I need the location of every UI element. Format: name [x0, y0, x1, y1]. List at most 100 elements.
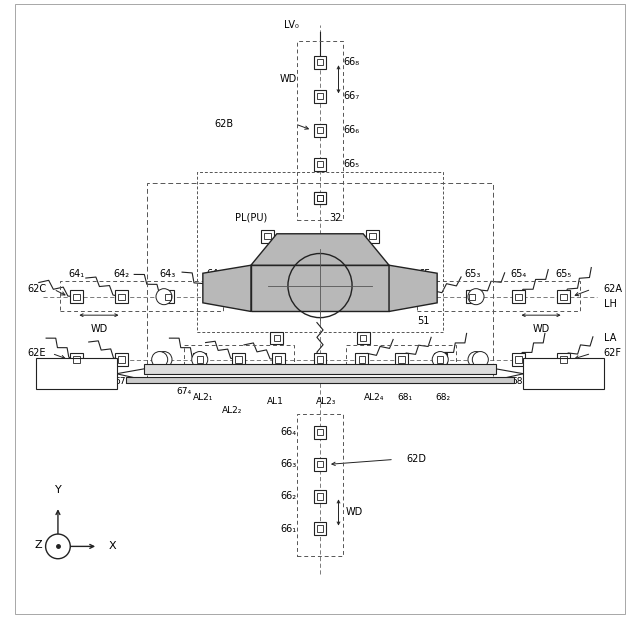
Bar — [366, 280, 379, 293]
Bar — [317, 59, 323, 66]
Bar — [144, 364, 496, 374]
Circle shape — [468, 352, 484, 368]
Text: 68₁: 68₁ — [397, 394, 412, 402]
Bar — [423, 294, 429, 300]
Circle shape — [156, 352, 172, 368]
Bar — [184, 345, 294, 375]
Text: AL2₃: AL2₃ — [316, 397, 337, 405]
Text: LA: LA — [604, 333, 616, 343]
Bar — [515, 357, 522, 363]
Bar — [147, 182, 493, 380]
Bar — [557, 353, 570, 366]
Text: LH: LH — [604, 299, 616, 309]
Bar — [274, 335, 280, 341]
Bar — [317, 161, 323, 167]
Bar — [356, 331, 370, 344]
Bar — [317, 127, 323, 133]
Text: 62E: 62E — [27, 349, 45, 358]
Bar — [317, 493, 323, 499]
Bar — [60, 281, 223, 311]
Text: 66₂: 66₂ — [280, 491, 296, 501]
Bar — [512, 290, 525, 303]
Text: WD: WD — [346, 507, 363, 517]
Bar — [512, 353, 525, 366]
Bar — [232, 353, 245, 366]
Text: LV₀: LV₀ — [284, 20, 298, 30]
Bar — [36, 358, 116, 389]
Bar — [314, 158, 326, 171]
Text: 66₅: 66₅ — [344, 159, 360, 169]
Bar — [366, 230, 379, 243]
Text: 62A: 62A — [604, 284, 623, 294]
Bar — [369, 233, 376, 239]
Bar — [314, 56, 326, 69]
Bar — [70, 290, 83, 303]
Text: 64₂: 64₂ — [113, 269, 129, 279]
Text: 66₃: 66₃ — [280, 459, 296, 470]
Text: 66₇: 66₇ — [344, 91, 360, 101]
Text: 64₁: 64₁ — [68, 269, 84, 279]
Bar — [314, 124, 326, 137]
Text: 62C: 62C — [27, 284, 46, 294]
Text: 64₅: 64₅ — [250, 269, 266, 279]
Bar — [317, 195, 323, 201]
Text: WD: WD — [90, 324, 108, 334]
Bar — [557, 290, 570, 303]
Text: 65₅: 65₅ — [556, 269, 572, 279]
Bar — [314, 426, 326, 439]
Circle shape — [156, 289, 172, 305]
Bar — [164, 294, 171, 300]
Bar — [74, 357, 79, 363]
Text: X: X — [109, 541, 116, 551]
Bar — [561, 294, 566, 300]
Text: 32: 32 — [329, 213, 342, 222]
Bar — [369, 283, 376, 289]
Circle shape — [432, 352, 448, 368]
Text: 64₃: 64₃ — [159, 269, 176, 279]
Text: Z: Z — [35, 540, 42, 549]
Bar — [420, 290, 433, 303]
Circle shape — [45, 534, 70, 559]
Bar — [561, 357, 566, 363]
Polygon shape — [251, 234, 389, 265]
Text: AL2₄: AL2₄ — [364, 394, 385, 402]
Bar — [193, 353, 206, 366]
Text: WD: WD — [532, 324, 550, 334]
Text: AL1: AL1 — [266, 397, 284, 405]
Bar — [207, 290, 220, 303]
Bar — [398, 357, 404, 363]
Bar — [275, 357, 281, 363]
Bar — [261, 230, 274, 243]
Bar — [70, 353, 83, 366]
Bar — [346, 345, 456, 375]
Bar — [118, 294, 125, 300]
Text: 65₄: 65₄ — [511, 269, 527, 279]
Polygon shape — [389, 265, 437, 311]
Bar — [115, 290, 128, 303]
Text: AL2₂: AL2₂ — [222, 406, 243, 415]
Bar — [261, 280, 274, 293]
Text: WD: WD — [280, 74, 297, 84]
Text: 68₁: 68₁ — [433, 377, 448, 386]
Text: 67₃: 67₃ — [152, 377, 167, 386]
Bar — [271, 353, 285, 366]
Circle shape — [380, 289, 396, 305]
Bar — [196, 357, 203, 363]
Text: 66₆: 66₆ — [344, 125, 360, 135]
Text: 51: 51 — [417, 316, 430, 326]
Bar — [314, 353, 326, 366]
Circle shape — [244, 289, 260, 305]
Bar — [296, 41, 344, 219]
Bar — [469, 294, 476, 300]
Bar — [161, 290, 174, 303]
Text: 67₂: 67₂ — [114, 377, 129, 386]
Text: 65₂: 65₂ — [418, 269, 434, 279]
Bar — [314, 90, 326, 103]
Polygon shape — [203, 265, 251, 311]
Text: 66₈: 66₈ — [344, 57, 360, 67]
Text: PL(PU): PL(PU) — [236, 213, 268, 222]
Text: 62F: 62F — [604, 349, 621, 358]
Bar — [126, 377, 514, 383]
Text: 66₁: 66₁ — [280, 523, 296, 533]
Bar — [515, 294, 522, 300]
